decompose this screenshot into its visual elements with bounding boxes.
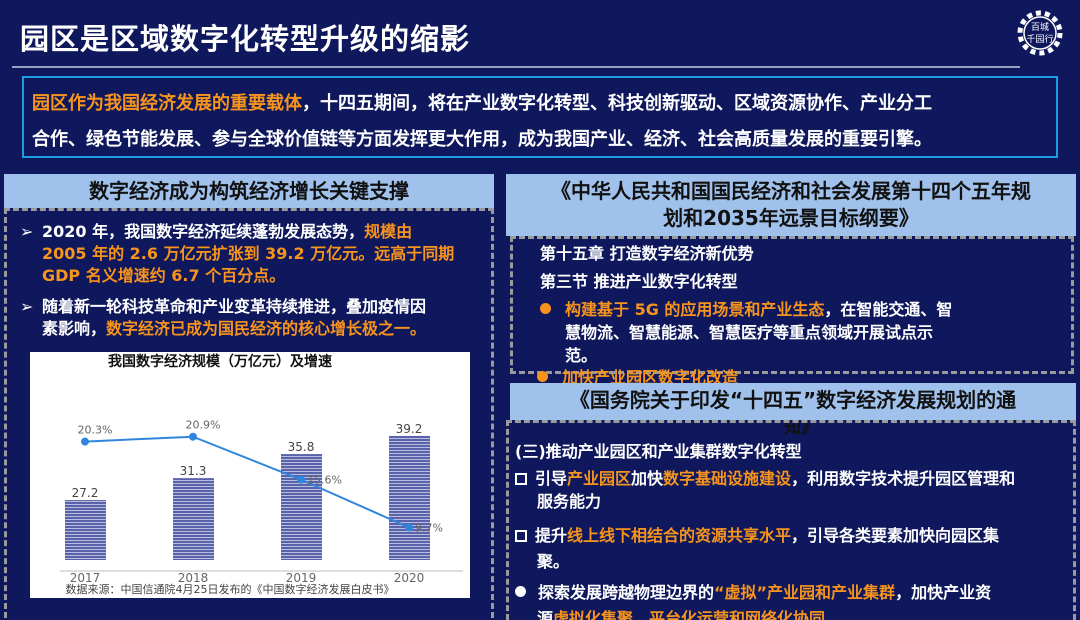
left-section-header: 数字经济成为构筑经济增长关键支撑 (4, 174, 494, 208)
bar-label: 31.3 (180, 464, 207, 478)
logo-text: 百城 (1031, 22, 1049, 33)
bar (65, 500, 106, 560)
bullet-dot-icon (515, 586, 526, 597)
header-text: 《国务院关于印发“十四五”数字经济发展规划的通 (569, 388, 1017, 412)
growth-label: 20.3% (78, 424, 113, 437)
text: 慧物流、智慧能源、智慧医疗等重点领域开展试点示 (565, 323, 934, 342)
text: 随着新一轮科技革命和产业变革持续推进，叠加疫情因 (42, 297, 427, 316)
text: GDP 名义增速约 6.7 个百分点。 (42, 266, 286, 285)
bullet-dot-icon (540, 303, 551, 314)
growth-label: 15.6% (307, 474, 342, 487)
growth-point (405, 523, 413, 532)
growth-point (189, 432, 197, 441)
divider (12, 66, 1020, 68)
bar-label: 35.8 (288, 440, 315, 454)
growth-point (81, 437, 89, 446)
text: 素影响， (42, 319, 107, 338)
text: 线上线下相结合的资源共享水平 (567, 526, 792, 545)
text: 产业园区 (567, 469, 632, 488)
intro-text: 合作、绿色节能发展、参与全球价值链等方面发挥更大作用，成为我国产业、经济、社会高… (32, 129, 932, 150)
list-item: 引导产业园区加快数字基础设施建设，利用数字技术提升园区管理和服务能力 (515, 467, 1073, 513)
text: ，在智能交通、智 (824, 300, 953, 319)
text: 引导 (535, 469, 568, 488)
chart-svg: 我国数字经济规模（万亿元）及增速 27.2 2017 31.3 2018 35.8 201… (60, 353, 463, 596)
chart-source: 数据来源：中国信通院4月25日发布的《中国数字经济发展白皮书》 (66, 582, 395, 596)
text: ，引导各类要素加快向园区集 (791, 526, 1000, 545)
right-section-1-box: 第十五章 打造数字经济新优势 第三节 推进产业数字化转型 构建基于 5G 的应用… (510, 236, 1074, 374)
gear-logo-icon: 百城 千园行 (1017, 10, 1063, 56)
intro-box: 园区作为我国经济发展的重要载体，十四五期间，将在产业数字化转型、科技创新驱动、区… (22, 76, 1058, 158)
intro-text: ，十四五期间，将在产业数字化转型、科技创新驱动、区域资源协作、产业分工 (302, 93, 932, 114)
text: 2020 年，我国数字经济延续蓬勃发展态势， (42, 222, 365, 241)
x-tick-label: 2017 (70, 571, 101, 585)
text: 提升 (535, 526, 568, 545)
bar (173, 478, 214, 560)
growth-label: 9.7% (415, 521, 443, 534)
text: 聚。 (537, 552, 570, 571)
text: 规模由 (364, 222, 413, 241)
logo-text: 千园行 (1026, 33, 1053, 45)
text: ，加快产业资 (895, 583, 992, 602)
arrow-bullet-icon: ➢ (20, 297, 34, 316)
header-text: 划和2035年远景目标纲要》 (663, 206, 919, 230)
header-text: 《中华人民共和国国民经济和社会发展第十四个五年规 (551, 179, 1031, 203)
bullet-dot-icon (537, 371, 548, 382)
x-tick-label: 2018 (178, 571, 209, 585)
text: ，利用数字技术提升园区管理和 (791, 469, 1016, 488)
x-tick-label: 2019 (286, 571, 317, 585)
text: 探索发展跨越物理边界的 (538, 583, 715, 602)
square-bullet-icon (515, 473, 527, 485)
growth-point (297, 475, 305, 484)
text: 范。 (565, 346, 598, 365)
arrow-bullet-icon: ➢ (20, 222, 34, 241)
x-tick-label: 2020 (394, 571, 425, 585)
bar (389, 435, 430, 560)
page-title: 园区是区域数字化转型升级的缩影 (20, 22, 471, 56)
list-item: 构建基于 5G 的应用场景和产业生态，在智能交通、智慧物流、智慧能源、智慧医疗等… (540, 298, 980, 367)
growth-line (84, 435, 410, 529)
text: 数字经济已成为国民经济的核心增长极之一。 (106, 319, 427, 338)
chart-title: 我国数字经济规模（万亿元）及增速 (108, 353, 332, 370)
text: 源 (537, 609, 554, 620)
list-item: 探索发展跨越物理边界的“虚拟”产业园和产业集群，加快产业资源虚拟化集聚、平台化运… (515, 580, 1073, 620)
text: 构建基于 5G 的应用场景和产业生态 (565, 300, 825, 319)
growth-label: 20.9% (186, 419, 221, 432)
text: 2005 年的 2.6 万亿元扩张到 39.2 万亿元。远高于同期 (42, 244, 455, 263)
bar (281, 454, 322, 560)
right-section-1-header: 《中华人民共和国国民经济和社会发展第十四个五年规 划和2035年远景目标纲要》 (506, 174, 1076, 236)
text: 数字基础设施建设 (663, 469, 792, 488)
subsection-title: (三)推动产业园区和产业集群数字化转型 (515, 442, 802, 461)
logo: 百城 千园行 (1014, 8, 1068, 58)
text: 加快产业园区数字化改造 (562, 368, 739, 383)
bullet-1: ➢ 2020 年，我国数字经济延续蓬勃发展态势，规模由 2005 年的 2.6 … (20, 221, 482, 287)
right-section-2-box: 知》 (三)推动产业园区和产业集群数字化转型 引导产业园区加快数字基础设施建设，… (506, 420, 1076, 620)
bullet-2: ➢ 随着新一轮科技革命和产业变革持续推进，叠加疫情因 素影响，数字经济已成为国民… (20, 296, 482, 340)
intro-highlight: 园区作为我国经济发展的重要载体 (32, 93, 302, 114)
square-bullet-icon (515, 530, 527, 542)
chapter-title: 第十五章 打造数字经济新优势 (540, 244, 754, 263)
list-item: 提升线上线下相结合的资源共享水平，引导各类要素加快向园区集聚。 (515, 523, 1073, 575)
bar-label: 39.2 (396, 422, 423, 436)
section-title: 第三节 推进产业数字化转型 (540, 272, 738, 291)
right-section-2-header: 《国务院关于印发“十四五”数字经济发展规划的通 (510, 383, 1076, 420)
header-overflow-text: 知》 (784, 420, 818, 438)
bar-label: 27.2 (72, 486, 99, 500)
text: 服务能力 (537, 492, 602, 511)
chart: 我国数字经济规模（万亿元）及增速 27.2 2017 31.3 2018 35.8 201… (30, 352, 470, 598)
text: 加快 (631, 469, 664, 488)
list-item: 加快产业园区数字化改造 (537, 366, 738, 383)
text: “虚拟”产业园和产业集群 (714, 583, 896, 602)
text: 虚拟化集聚、平台化运营和网络化协同 (553, 609, 826, 620)
left-section-box (4, 208, 494, 618)
